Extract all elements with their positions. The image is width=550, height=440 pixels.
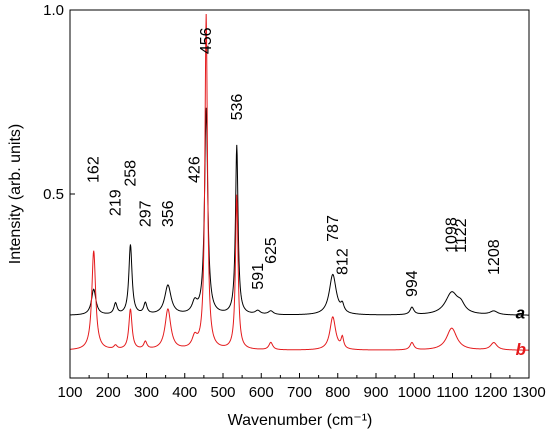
- x-tick-label: 400: [172, 384, 197, 401]
- y-axis-title: Intensity (arb. units): [7, 124, 24, 265]
- x-tick-label: 1000: [398, 384, 431, 401]
- peak-label-536: 536: [229, 94, 246, 121]
- peak-label-1122: 1122: [453, 218, 470, 253]
- x-tick-label: 200: [96, 384, 121, 401]
- x-tick-label: 800: [325, 384, 350, 401]
- y-axis-ticks: 0.5 1.0: [43, 2, 75, 203]
- peak-label-787: 787: [325, 215, 342, 242]
- x-tick-label: 600: [249, 384, 274, 401]
- peak-label-219: 219: [108, 189, 125, 216]
- peak-label-426: 426: [187, 156, 204, 183]
- x-tick-label: 300: [134, 384, 159, 401]
- peak-label-258: 258: [122, 160, 139, 187]
- peak-label-994: 994: [404, 270, 421, 297]
- trace-labels: ab: [516, 303, 526, 359]
- x-tick-label: 700: [287, 384, 312, 401]
- peak-label-297: 297: [137, 200, 154, 227]
- peak-label-1208: 1208: [486, 239, 503, 275]
- trace-label-b: b: [516, 340, 526, 359]
- x-axis-ticks: 100 200 300 400 500 600 700 800 900 1000 1100 1200 1…: [57, 373, 546, 401]
- x-tick-label: 1100: [436, 384, 468, 401]
- x-tick-label: 900: [363, 384, 388, 401]
- y-tick-label: 0.5: [43, 186, 64, 203]
- peak-label-456: 456: [198, 27, 215, 54]
- x-tick-label: 100: [57, 384, 82, 401]
- peak-label-356: 356: [160, 200, 177, 227]
- trace-label-a: a: [516, 303, 525, 322]
- x-axis-title: Wavenumber (cm⁻¹): [228, 412, 373, 429]
- peak-label-812: 812: [334, 248, 351, 275]
- peak-label-162: 162: [86, 156, 103, 183]
- peak-label-1098: 1098: [444, 217, 461, 253]
- x-tick-label: 1200: [474, 384, 507, 401]
- x-tick-label: 500: [210, 384, 235, 401]
- spectrum-traces: [69, 13, 530, 351]
- x-tick-label: 1300: [512, 384, 545, 401]
- series-line-b: [69, 13, 529, 351]
- peak-label-625: 625: [263, 237, 280, 264]
- plot-frame: [69, 9, 530, 379]
- peak-label-591: 591: [250, 263, 267, 290]
- series-line-a: [69, 107, 530, 316]
- y-tick-label: 1.0: [43, 2, 64, 19]
